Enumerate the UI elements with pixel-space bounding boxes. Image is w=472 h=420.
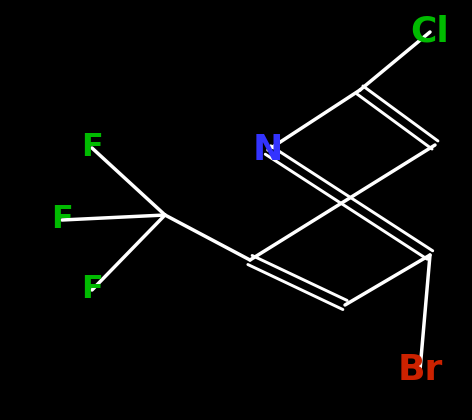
Text: F: F [81, 275, 103, 305]
Text: Br: Br [397, 353, 443, 387]
Text: Cl: Cl [411, 15, 449, 49]
Text: F: F [81, 132, 103, 163]
Text: F: F [51, 205, 73, 236]
Text: N: N [253, 133, 283, 167]
